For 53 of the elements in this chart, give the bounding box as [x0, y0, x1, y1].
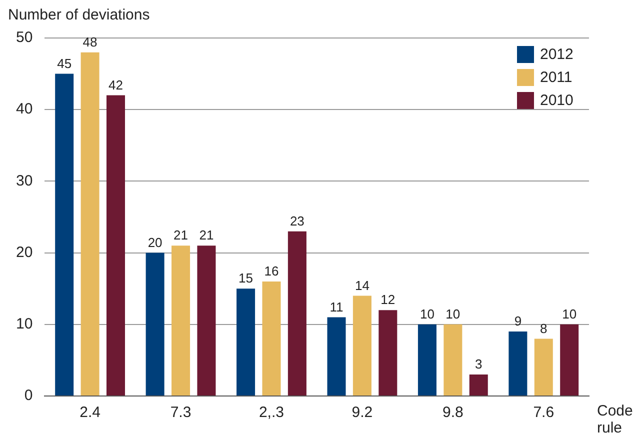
bar: [106, 95, 125, 396]
bar: [236, 288, 256, 396]
x-tick-label: 2.4: [80, 404, 100, 422]
y-tick-label: 50: [16, 29, 33, 46]
data-label: 8: [540, 320, 548, 336]
x-axis-title: Code rule: [597, 402, 633, 437]
bar: [262, 281, 281, 396]
bar: [418, 324, 436, 396]
x-tick-label: 7.3: [170, 404, 192, 422]
data-label: 21: [174, 228, 188, 243]
y-tick-label: 20: [16, 244, 33, 261]
data-label: 20: [148, 234, 162, 250]
bar: [352, 296, 372, 396]
bar: [469, 374, 488, 396]
bar: [444, 324, 462, 396]
y-tick-label: 10: [16, 316, 33, 333]
y-axis-title: Number of deviations: [8, 6, 150, 24]
bar: [197, 246, 216, 396]
x-tick-label: 9.8: [442, 404, 464, 422]
bar: [534, 338, 553, 396]
data-label: 10: [446, 306, 460, 322]
data-label: 14: [354, 278, 370, 293]
legend-label: 2011: [540, 69, 572, 86]
data-label: 15: [238, 270, 254, 286]
x-tick-label: 7.6: [533, 404, 554, 422]
bar: [327, 317, 346, 396]
y-tick-label: 0: [24, 387, 33, 404]
data-label: 10: [562, 306, 577, 322]
data-label: 10: [420, 306, 434, 322]
bar: [146, 252, 164, 396]
bar: [55, 74, 74, 396]
bar: [378, 310, 398, 396]
legend-label: 2012: [540, 46, 574, 64]
data-label: 9: [514, 314, 522, 329]
bar: [560, 324, 579, 396]
x-tick-label: 2,.3: [258, 404, 284, 422]
x-tick-label: 9.2: [352, 404, 373, 422]
bar: [80, 52, 100, 396]
legend-label: 2010: [540, 92, 574, 110]
data-label: 16: [264, 264, 279, 279]
data-label: 45: [57, 56, 72, 71]
data-label: 11: [330, 299, 344, 314]
data-label: 21: [199, 228, 214, 243]
data-label: 12: [380, 292, 396, 308]
data-label: 3: [475, 356, 482, 372]
y-tick-label: 40: [16, 100, 33, 118]
y-tick-label: 30: [16, 172, 33, 190]
data-label: 48: [82, 34, 98, 50]
bar: [172, 246, 190, 396]
bar: [508, 332, 528, 396]
data-label: 42: [108, 77, 123, 92]
bar: [288, 231, 306, 396]
data-label: 23: [290, 213, 304, 228]
